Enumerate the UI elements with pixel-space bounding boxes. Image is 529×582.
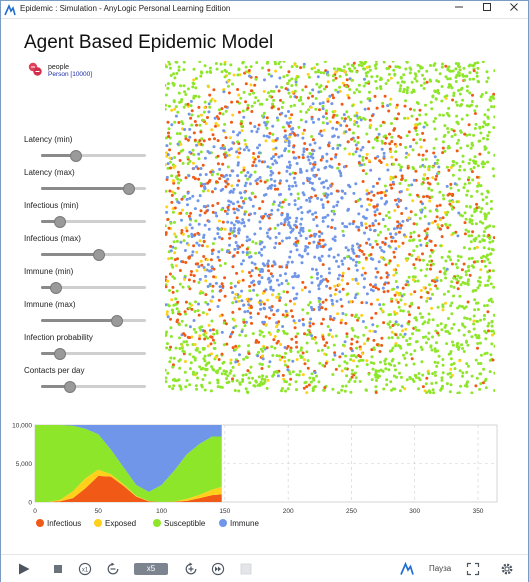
- anylogic-pause-logo-icon: [400, 562, 414, 575]
- slow-down-icon[interactable]: [106, 562, 120, 576]
- slider-fill: [41, 352, 60, 355]
- x-tick-label: 150: [219, 508, 230, 515]
- legend-item-infectious: Infectious: [36, 518, 82, 529]
- agent-name[interactable]: people: [48, 64, 70, 71]
- svg-text:x1: x1: [82, 567, 89, 573]
- play-icon[interactable]: [17, 562, 31, 576]
- close-button[interactable]: [500, 1, 528, 19]
- page-title: Agent Based Epidemic Model: [24, 32, 274, 53]
- slider-fill: [41, 154, 76, 157]
- legend-item-susceptible: Susceptible: [153, 518, 206, 529]
- slider-track[interactable]: [41, 286, 146, 289]
- y-tick-label: 0: [28, 500, 32, 507]
- x-tick-label: 50: [95, 508, 103, 515]
- agent-population-icon[interactable]: [27, 61, 43, 77]
- param-label: Infectious (min): [24, 201, 79, 210]
- param-label: Immune (max): [24, 300, 76, 309]
- speed-up-icon[interactable]: [184, 562, 198, 576]
- realtime-speed-icon[interactable]: x1: [78, 562, 92, 576]
- x-tick-label: 100: [156, 508, 167, 515]
- slider-fill: [41, 286, 56, 289]
- fullscreen-icon[interactable]: [466, 562, 480, 576]
- maximize-icon: [483, 3, 491, 11]
- legend-label: Exposed: [105, 519, 137, 528]
- slider-track[interactable]: [41, 352, 146, 355]
- legend-swatch: [219, 518, 227, 527]
- slider-fill: [41, 187, 130, 190]
- simulation-toolbar: x1 x5 Пауза: [1, 554, 528, 582]
- param-slider[interactable]: [41, 348, 146, 360]
- slider-thumb[interactable]: [64, 381, 77, 393]
- agent-space: [165, 61, 495, 394]
- slider-fill: [41, 385, 71, 388]
- legend-item-immune: Immune: [219, 518, 259, 529]
- title-bar: Epidemic : Simulation - AnyLogic Persona…: [1, 1, 528, 19]
- slider-thumb[interactable]: [49, 282, 62, 294]
- x-tick-label: 250: [346, 508, 357, 515]
- param-slider[interactable]: [41, 216, 146, 228]
- step-icon[interactable]: [239, 562, 253, 576]
- slider-track[interactable]: [41, 154, 146, 157]
- slider-thumb[interactable]: [110, 315, 123, 327]
- minimize-button[interactable]: [445, 1, 473, 19]
- slider-fill: [41, 253, 99, 256]
- slider-thumb[interactable]: [123, 183, 136, 195]
- slider-thumb[interactable]: [92, 249, 105, 261]
- y-tick-label: 10,000: [12, 423, 32, 430]
- series-area-immune: [35, 425, 223, 492]
- slider-track[interactable]: [41, 385, 146, 388]
- param-slider[interactable]: [41, 183, 146, 195]
- param-label: Latency (min): [24, 135, 73, 144]
- pause-button[interactable]: Пауза: [429, 564, 452, 573]
- x-tick-label: 0: [33, 508, 37, 515]
- slider-thumb[interactable]: [53, 348, 66, 360]
- param-label: Infectious (max): [24, 234, 81, 243]
- speed-indicator: x5: [134, 563, 168, 575]
- window-title: Epidemic : Simulation - AnyLogic Persona…: [20, 4, 231, 13]
- slider-track[interactable]: [41, 220, 146, 223]
- x-tick-label: 350: [473, 508, 484, 515]
- param-slider[interactable]: [41, 282, 146, 294]
- slider-fill: [41, 220, 60, 223]
- legend-swatch: [36, 518, 44, 527]
- x-tick-label: 200: [283, 508, 294, 515]
- legend-label: Immune: [230, 519, 259, 528]
- anylogic-logo-icon: [4, 4, 16, 16]
- legend-label: Infectious: [47, 519, 82, 528]
- close-icon: [510, 3, 518, 11]
- legend-swatch: [153, 518, 161, 527]
- param-slider[interactable]: [41, 381, 146, 393]
- slider-fill: [41, 319, 117, 322]
- param-label: Infection probability: [24, 333, 93, 342]
- param-label: Contacts per day: [24, 366, 85, 375]
- param-slider[interactable]: [41, 315, 146, 327]
- x-tick-label: 300: [409, 508, 420, 515]
- param-label: Latency (max): [24, 168, 75, 177]
- series-area-infectious: [35, 475, 223, 502]
- minimize-icon: [455, 6, 463, 8]
- settings-icon[interactable]: [500, 562, 514, 576]
- legend-label: Susceptible: [164, 519, 206, 528]
- param-label: Immune (min): [24, 267, 74, 276]
- stop-icon[interactable]: [51, 562, 65, 576]
- series-area-susceptible: [35, 425, 223, 502]
- param-slider[interactable]: [41, 249, 146, 261]
- slider-thumb[interactable]: [69, 150, 82, 162]
- legend-item-exposed: Exposed: [94, 518, 137, 529]
- slider-thumb[interactable]: [53, 216, 66, 228]
- param-slider[interactable]: [41, 150, 146, 162]
- legend-swatch: [94, 518, 102, 527]
- maximize-button[interactable]: [473, 1, 501, 19]
- epidemic-chart: 0 50 100 150 200 250 300 350 0 5,000 10,000: [12, 423, 498, 515]
- agent-population[interactable]: Person [10000]: [48, 71, 93, 78]
- fast-forward-icon[interactable]: [211, 562, 225, 576]
- y-tick-label: 5,000: [16, 461, 33, 468]
